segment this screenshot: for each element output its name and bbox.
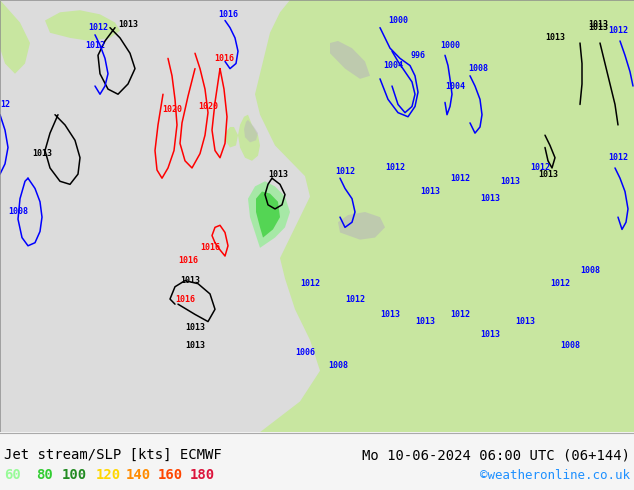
Text: 1012: 1012 — [385, 164, 405, 172]
Text: 1008: 1008 — [328, 361, 348, 370]
Text: 1004: 1004 — [383, 61, 403, 70]
Text: 1012: 1012 — [300, 279, 320, 288]
Text: 1013: 1013 — [268, 170, 288, 178]
Text: 180: 180 — [190, 468, 215, 482]
Text: 1016: 1016 — [214, 54, 234, 63]
Text: 160: 160 — [158, 468, 183, 482]
Text: Mo 10-06-2024 06:00 UTC (06+144): Mo 10-06-2024 06:00 UTC (06+144) — [362, 448, 630, 462]
Text: 1012: 1012 — [345, 294, 365, 303]
Polygon shape — [248, 181, 290, 248]
Text: 1013: 1013 — [185, 341, 205, 350]
Text: 1013: 1013 — [538, 170, 558, 178]
Text: 1012: 1012 — [530, 164, 550, 172]
Text: 80: 80 — [36, 468, 53, 482]
Text: 12: 12 — [0, 100, 10, 109]
Text: 1013: 1013 — [588, 23, 608, 32]
Text: 1000: 1000 — [388, 16, 408, 25]
Text: 1012: 1012 — [450, 173, 470, 183]
Text: 1008: 1008 — [560, 341, 580, 350]
Text: 1012: 1012 — [335, 167, 355, 175]
Polygon shape — [330, 41, 370, 79]
Text: 1013: 1013 — [118, 20, 138, 29]
Text: 1013: 1013 — [588, 20, 608, 29]
Polygon shape — [256, 192, 280, 238]
Polygon shape — [338, 212, 385, 240]
Text: 1012: 1012 — [88, 23, 108, 32]
Text: 1012: 1012 — [85, 41, 105, 49]
Text: 1020: 1020 — [162, 105, 182, 114]
Text: ©weatheronline.co.uk: ©weatheronline.co.uk — [480, 469, 630, 482]
Polygon shape — [0, 0, 30, 74]
Text: 1012: 1012 — [608, 153, 628, 162]
Text: 1013: 1013 — [420, 187, 440, 196]
Text: 100: 100 — [62, 468, 87, 482]
Text: 1008: 1008 — [468, 64, 488, 73]
Text: 1012: 1012 — [608, 26, 628, 35]
Text: 1016: 1016 — [218, 10, 238, 19]
Text: Jet stream/SLP [kts] ECMWF: Jet stream/SLP [kts] ECMWF — [4, 448, 222, 462]
Polygon shape — [226, 127, 238, 147]
Text: 1013: 1013 — [480, 194, 500, 203]
Text: 1006: 1006 — [295, 348, 315, 357]
Text: 1016: 1016 — [175, 294, 195, 303]
Text: 60: 60 — [4, 468, 21, 482]
Polygon shape — [255, 0, 634, 432]
Text: 1004: 1004 — [445, 81, 465, 91]
Text: 1013: 1013 — [185, 323, 205, 332]
Text: 120: 120 — [96, 468, 121, 482]
Text: 1012: 1012 — [450, 310, 470, 319]
Text: 1013: 1013 — [480, 330, 500, 340]
Text: 1013: 1013 — [545, 33, 565, 43]
Text: 140: 140 — [126, 468, 151, 482]
Polygon shape — [45, 10, 120, 41]
Text: 1000: 1000 — [440, 41, 460, 49]
Text: 1013: 1013 — [415, 317, 435, 326]
Text: 1020: 1020 — [198, 102, 218, 111]
Text: 1013: 1013 — [32, 149, 52, 158]
Text: 1013: 1013 — [180, 276, 200, 285]
Text: 1012: 1012 — [550, 279, 570, 288]
Text: 1008: 1008 — [580, 266, 600, 275]
Text: 1013: 1013 — [380, 310, 400, 319]
Text: 996: 996 — [410, 51, 425, 60]
Text: 1016: 1016 — [178, 256, 198, 265]
Text: 1008: 1008 — [8, 207, 28, 217]
Text: 1016: 1016 — [200, 244, 220, 252]
Text: 1013: 1013 — [500, 177, 520, 186]
Text: 1013: 1013 — [515, 317, 535, 326]
Polygon shape — [295, 0, 380, 176]
Polygon shape — [244, 120, 258, 143]
Polygon shape — [238, 115, 260, 161]
